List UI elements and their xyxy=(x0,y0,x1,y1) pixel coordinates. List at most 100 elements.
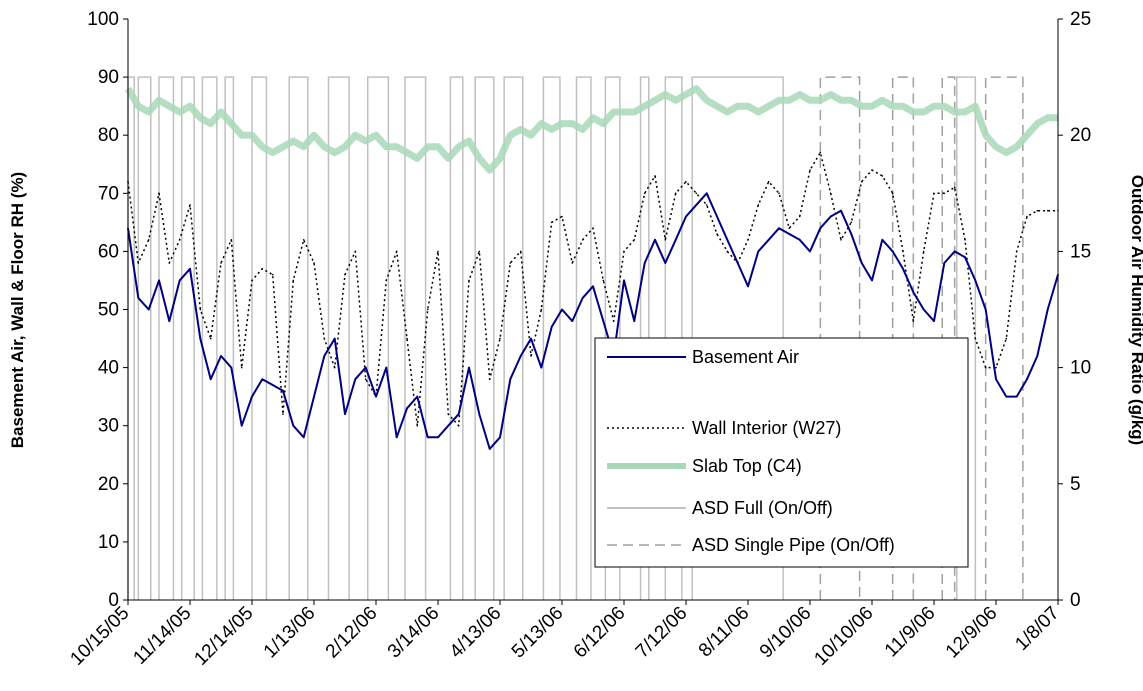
slab-top-point xyxy=(406,151,408,154)
wall-interior-point xyxy=(633,239,636,241)
x-tick-label: 7/12/06 xyxy=(632,603,692,663)
slab-top-point xyxy=(519,128,522,131)
x-tick-label: 10/15/05 xyxy=(66,603,133,670)
basement-air-point xyxy=(168,320,171,322)
basement-air-point xyxy=(757,250,760,253)
basement-air-point xyxy=(1015,395,1018,398)
slab-top-point xyxy=(158,99,160,102)
wall-interior-point xyxy=(1015,250,1018,253)
wall-interior-point xyxy=(881,175,884,177)
wall-interior-point xyxy=(189,204,191,206)
asd-full-pulse xyxy=(137,76,152,600)
y-tick-label: 20 xyxy=(98,474,119,495)
basement-air-point xyxy=(798,239,801,241)
basement-air-point xyxy=(840,209,842,212)
asd-full-pulse xyxy=(575,76,592,600)
wall-interior-point xyxy=(798,215,801,218)
y-tick-label: 10 xyxy=(98,532,119,553)
basement-air-point xyxy=(695,204,698,206)
basement-air-point xyxy=(716,215,718,218)
wall-interior-point xyxy=(871,169,873,171)
basement-air-point xyxy=(251,395,253,398)
slab-top-point xyxy=(809,99,811,102)
basement-air-point xyxy=(922,308,925,311)
basement-air-point xyxy=(912,291,915,293)
basement-air-point xyxy=(137,297,140,299)
basement-air-point xyxy=(364,366,367,369)
slab-top-point xyxy=(612,111,615,113)
slab-top-point xyxy=(1046,117,1049,119)
asd-full-pulse xyxy=(224,76,235,600)
asd-full-pulse xyxy=(404,76,427,600)
basement-air-point xyxy=(447,424,450,427)
slab-top-point xyxy=(385,146,388,148)
wall-interior-point xyxy=(850,221,853,224)
basement-air-point xyxy=(592,285,594,288)
slab-top-point xyxy=(798,93,801,96)
slab-top-point xyxy=(323,146,326,148)
slab-top-point xyxy=(168,105,171,107)
wall-interior-point xyxy=(323,337,326,340)
basement-air-point xyxy=(891,250,894,253)
legend-label-wall-interior: Wall Interior (W27) xyxy=(692,418,841,438)
slab-top-point xyxy=(1005,151,1008,154)
basement-air-point xyxy=(354,378,357,381)
wall-interior-point xyxy=(788,227,791,229)
wall-interior-point xyxy=(623,250,625,253)
slab-top-point xyxy=(416,157,419,160)
basement-air-point xyxy=(282,390,284,392)
y-tick-label: 30 xyxy=(98,416,119,437)
wall-interior-point xyxy=(561,215,563,218)
wall-interior-point xyxy=(240,366,243,369)
slab-top-point xyxy=(261,146,264,148)
basement-air-point xyxy=(271,384,274,386)
wall-interior-point xyxy=(953,186,956,189)
wall-interior-point xyxy=(447,413,450,415)
slab-top-point xyxy=(178,111,181,113)
slab-top-point xyxy=(623,111,625,113)
wall-interior-point xyxy=(902,250,904,253)
slab-top-point xyxy=(240,134,243,136)
basement-air-point xyxy=(1005,395,1008,398)
wall-interior-point xyxy=(344,273,346,276)
asd-full-pulse xyxy=(201,76,218,600)
basement-air-point xyxy=(1036,355,1039,357)
y2-axis-title: Outdoor Air Humidity Ratio (g/kg) xyxy=(1128,175,1143,445)
y-axis-title: Basement Air, Wall & Floor RH (%) xyxy=(8,172,27,448)
asd-full-pulse xyxy=(449,76,464,600)
basement-air-point xyxy=(995,378,997,381)
basement-air-point xyxy=(736,262,739,264)
asd-full-pulse xyxy=(251,76,268,600)
basement-air-point xyxy=(375,395,377,398)
legend-label-basement-air: Basement Air xyxy=(692,347,799,367)
slab-top-point xyxy=(891,105,894,107)
wall-interior-point xyxy=(933,192,935,195)
basement-air-point xyxy=(571,320,574,322)
y2-tick-label: 15 xyxy=(1070,241,1091,262)
asd-full-pulse xyxy=(288,76,309,600)
wall-interior-point xyxy=(664,239,667,241)
wall-interior-point xyxy=(406,337,408,340)
basement-air-point xyxy=(654,239,656,241)
basement-air-point xyxy=(509,378,512,381)
x-tick-label: 12/9/06 xyxy=(942,603,1002,663)
asd-full-pulse xyxy=(503,76,524,600)
wall-interior-point xyxy=(581,239,584,241)
basement-air-point xyxy=(416,395,419,398)
slab-top-point xyxy=(251,134,253,136)
slab-top-point xyxy=(540,122,543,125)
wall-interior-point xyxy=(158,192,160,195)
basement-air-point xyxy=(230,366,233,369)
wall-interior-point xyxy=(354,250,357,253)
x-tick-label: 11/9/06 xyxy=(881,603,940,662)
wall-interior-point xyxy=(747,239,749,241)
wall-interior-point xyxy=(571,262,574,264)
wall-interior-point xyxy=(602,279,605,282)
slab-top-point xyxy=(1036,122,1039,125)
basement-air-point xyxy=(943,262,946,264)
slab-top-point xyxy=(426,146,429,148)
slab-top-point xyxy=(860,105,863,107)
y-tick-label: 70 xyxy=(98,183,119,204)
asd-full-pulse xyxy=(180,76,195,600)
series-layer xyxy=(124,85,1059,450)
